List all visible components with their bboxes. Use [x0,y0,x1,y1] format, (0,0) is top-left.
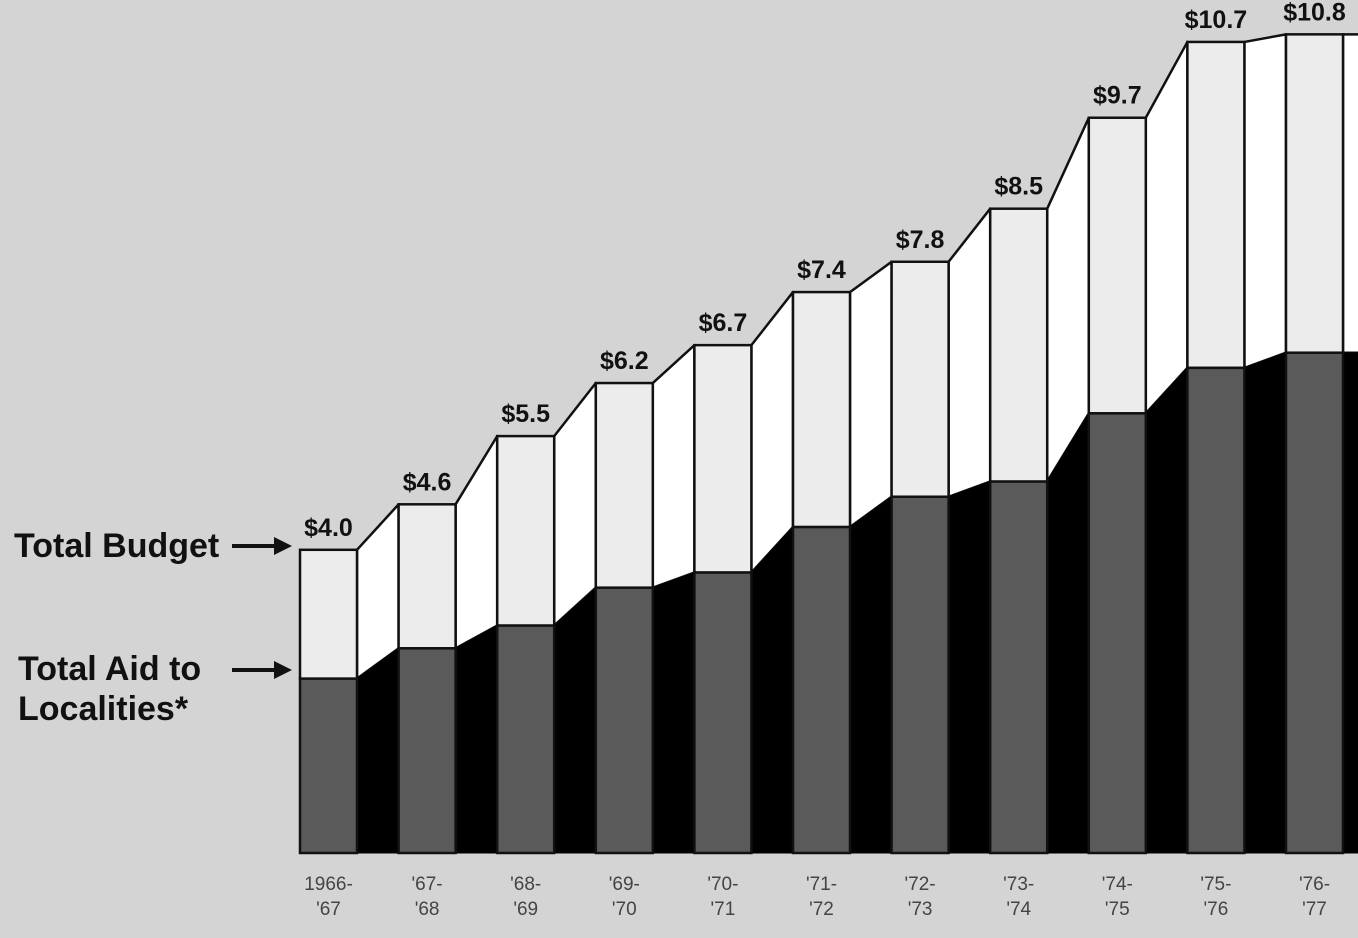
x-tick-label-11-line-2: '77 [1302,899,1327,920]
budget-side-4 [651,343,696,589]
x-tick-label-5-line-1: '70- [707,874,738,895]
aid-bar-11 [1284,351,1345,855]
budget-bar-5 [693,343,753,574]
x-tick-label-3-line-1: '68- [510,874,541,895]
aid-side-7 [948,480,991,854]
budget-bar-3 [495,434,556,627]
budget-side-2 [454,434,499,650]
budget-side-11 [1341,33,1358,354]
aid-side-2 [455,624,498,854]
value-label-6: $7.4 [797,256,846,284]
series-label-total-budget: Total Budget [14,527,219,565]
total-aid-arrow-head [274,661,292,679]
budget-bar-2 [397,503,457,650]
value-label-9: $9.7 [1093,82,1142,110]
series-label-total-aid-line-2: Localities* [18,690,189,728]
x-tick-label-9-line-1: '74- [1102,874,1133,895]
x-tick-label-2-line-1: '67- [412,874,443,895]
x-tick-label-1-line-2: '67 [316,899,341,920]
x-tick-label-3-line-2: '69 [513,899,538,920]
value-label-8: $8.5 [994,173,1043,201]
aid-bar-9 [1087,412,1148,855]
aid-side-11 [1342,352,1358,854]
x-tick-label-5-line-2: '71 [711,899,736,920]
aid-bar-5 [693,571,753,855]
x-tick-label-7-line-1: '72- [905,874,936,895]
budget-bar-7 [890,260,950,498]
x-tick-label-2-line-2: '68 [415,899,440,920]
bars-group [298,33,1358,855]
aid-bar-3 [495,624,556,855]
budget-side-3 [552,381,598,627]
x-tick-label-9-line-2: '75 [1105,899,1130,920]
budget-bar-4 [594,381,655,589]
budget-bar-6 [791,290,852,529]
x-tick-label-10-line-2: '76 [1204,899,1229,920]
aid-bar-10 [1186,366,1246,855]
x-tick-labels-group: 1966- '67 '67- '68 '68- '69 '69- '70 '70- '71 '71-… [304,874,1330,920]
aid-side-6 [849,495,893,854]
budget-side-9 [1144,40,1189,415]
total-budget-arrow-head [274,537,292,555]
x-tick-label-8-line-2: '74 [1006,899,1031,920]
aid-side-5 [750,525,794,854]
x-tick-label-4-line-2: '70 [612,899,637,920]
value-label-7: $7.8 [896,226,945,254]
value-label-5: $6.7 [699,309,748,337]
x-tick-label-6-line-2: '72 [809,899,834,920]
aid-side-1 [356,647,400,854]
value-label-11: $10.8 [1283,0,1346,26]
value-labels-group: $4.0 $4.6 $5.5 $6.2 $6.7 $7.4 $7.8 $8.5 $9.7 $10.… [304,0,1346,542]
value-label-3: $5.5 [501,400,550,428]
budget-bar-8 [988,207,1049,483]
x-tick-label-8-line-1: '73- [1003,874,1034,895]
aid-bar-2 [397,647,457,855]
aid-side-10 [1243,352,1287,854]
budget-bar-10 [1186,40,1246,370]
value-label-4: $6.2 [600,347,649,375]
aid-side-8 [1046,411,1090,854]
budget-side-7 [947,207,992,498]
aid-bar-4 [594,586,655,855]
budget-bar-11 [1284,33,1345,354]
aid-bar-6 [791,525,852,855]
budget-bar-1 [298,548,359,680]
x-tick-label-10-line-1: '75- [1200,874,1231,895]
budget-bar-9 [1087,116,1148,415]
aid-bar-7 [890,495,950,855]
x-tick-label-11-line-1: '76- [1299,874,1330,895]
x-tick-label-1-line-1: 1966- [304,874,353,895]
budget-side-5 [750,290,795,574]
x-tick-label-7-line-2: '73 [908,899,933,920]
x-tick-label-6-line-1: '71- [806,874,837,895]
value-label-1: $4.0 [304,514,353,542]
x-tick-label-4-line-1: '69- [609,874,640,895]
budget-side-6 [848,260,893,529]
aid-bar-8 [988,480,1049,855]
value-label-2: $4.6 [403,468,452,496]
aid-side-3 [553,586,597,854]
aid-side-9 [1145,366,1188,854]
aid-bar-1 [298,677,359,855]
value-label-10: $10.7 [1185,6,1248,34]
aid-side-4 [652,571,695,854]
series-label-total-aid-line-1: Total Aid to [18,650,201,688]
budget-side-10 [1243,33,1288,370]
